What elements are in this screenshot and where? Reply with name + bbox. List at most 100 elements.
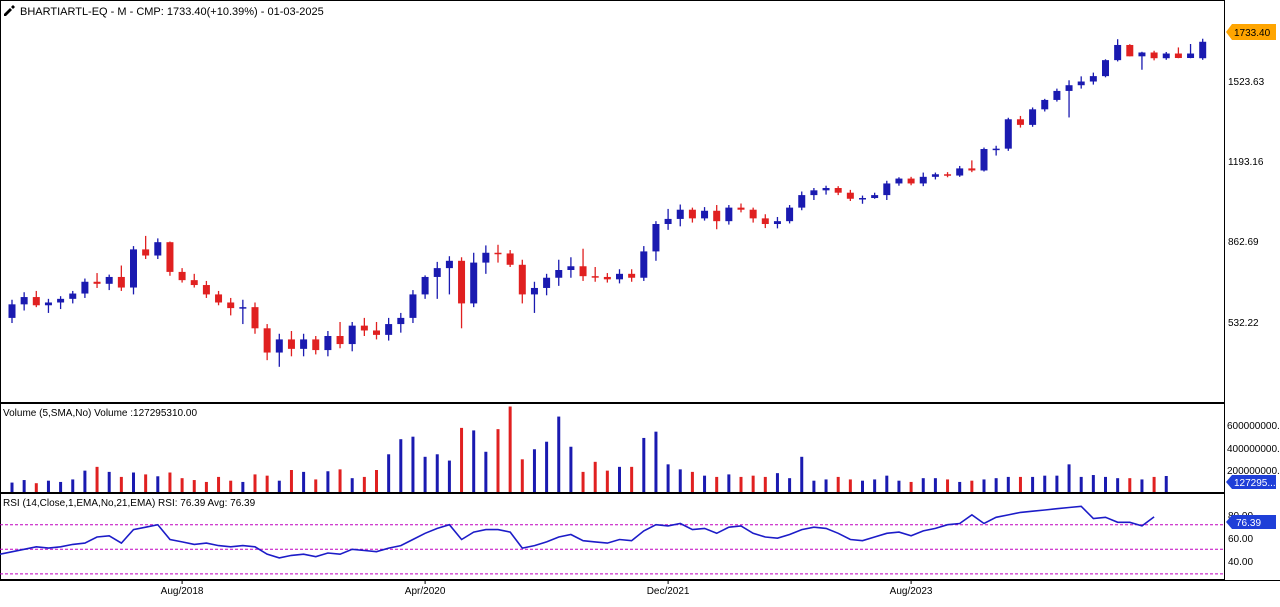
candle-body (178, 271, 186, 281)
candle-body (81, 281, 89, 294)
volume-bar (46, 480, 50, 492)
candle-body (166, 242, 174, 272)
candle-body (968, 168, 976, 171)
candle-body (591, 276, 599, 278)
candle-body (20, 297, 28, 305)
volume-bar (1104, 476, 1107, 492)
volume-bar (678, 469, 682, 492)
candle-body (287, 339, 295, 349)
candle-body (688, 209, 696, 219)
volume-bar (484, 451, 488, 492)
volume-bar (314, 479, 318, 492)
candle-body (895, 178, 903, 184)
candle-body (482, 252, 490, 263)
volume-bar (338, 469, 342, 492)
x-axis-label: Aug/2023 (890, 586, 933, 597)
x-axis-label: Aug/2018 (161, 586, 204, 597)
candle-body (421, 276, 429, 295)
candle-body (628, 273, 636, 278)
candle-body (798, 195, 806, 208)
volume-bar (812, 480, 816, 492)
volume-bar (800, 456, 804, 492)
volume-bar (289, 470, 293, 492)
candle-body (883, 183, 891, 196)
volume-bar (1006, 476, 1010, 492)
rsi-last-tag: 76.39 (1226, 515, 1276, 529)
price-tick: 1193.16 (1228, 157, 1264, 168)
candle-body (1114, 44, 1122, 61)
volume-bar (1055, 475, 1059, 492)
volume-bar (132, 472, 135, 492)
candle-body (1150, 52, 1158, 59)
candle-body (1199, 41, 1207, 59)
candle-body (506, 253, 514, 265)
volume-tick: 600000000. (1227, 421, 1280, 432)
candle-body (32, 297, 40, 306)
volume-bar (666, 464, 670, 492)
candle-body (652, 224, 660, 252)
volume-bar (217, 476, 221, 492)
candle-body (713, 210, 721, 222)
volume-bar (994, 478, 998, 492)
candle-body (300, 339, 308, 349)
candle-body (992, 148, 1000, 151)
volume-bar (909, 481, 913, 492)
volume-bar (107, 471, 111, 492)
volume-bar (690, 471, 694, 492)
volume-bar (933, 478, 937, 492)
candle-body (239, 307, 247, 309)
candle-body (263, 328, 271, 353)
candle-body (433, 268, 441, 277)
volume-bar (34, 483, 38, 492)
volume-bar (557, 416, 561, 492)
volume-bar (605, 470, 609, 492)
price-axis: 1523.63 1193.16 862.69 532.22 (1228, 77, 1265, 329)
pencil-icon[interactable] (4, 5, 15, 16)
volume-bar (970, 480, 974, 492)
candle-body (956, 168, 964, 176)
candle-body (275, 339, 283, 353)
candle-body (57, 298, 65, 303)
volume-bar (897, 480, 901, 492)
volume-bar (265, 475, 269, 492)
rsi-line (0, 505, 1155, 559)
candle-body (907, 178, 915, 184)
volume-bar (946, 479, 950, 492)
candle-body (494, 252, 502, 255)
candle-body (373, 330, 380, 335)
candle-body (8, 304, 16, 318)
candle-body (1029, 109, 1037, 125)
candle-body (470, 262, 478, 304)
price-panel-frame (0, 0, 1225, 403)
volume-bar (423, 456, 427, 492)
candle-body (1187, 53, 1195, 59)
volume-bar (1043, 475, 1047, 492)
price-tick: 1523.63 (1228, 77, 1265, 88)
volume-bar (1164, 475, 1168, 492)
candle-body (701, 210, 709, 219)
volume-bar (253, 474, 257, 492)
candle-body (1162, 53, 1170, 59)
volume-bar (144, 474, 148, 492)
volume-bar (958, 481, 962, 492)
candle-body (324, 335, 332, 351)
candle-body (786, 207, 794, 222)
rsi-last-label: 76.39 (1236, 518, 1261, 529)
candle-body (1041, 99, 1049, 110)
volume-bar (180, 478, 184, 492)
candle-body (385, 324, 393, 335)
volume-bar (472, 430, 476, 492)
candle-body (1053, 90, 1061, 100)
candle-body (1138, 52, 1146, 57)
volume-bar (435, 454, 439, 492)
chart-title: BHARTIARTL-EQ - M - CMP: 1733.40(+10.39%… (20, 6, 324, 18)
candle-body (749, 209, 757, 219)
candle-body (117, 276, 125, 288)
volume-bar (642, 437, 646, 492)
candle-body (543, 277, 551, 288)
candle-body (130, 249, 137, 288)
price-candles (8, 38, 1207, 367)
volume-bar (1152, 476, 1156, 492)
candle-body (397, 317, 405, 325)
volume-bar (508, 406, 512, 492)
